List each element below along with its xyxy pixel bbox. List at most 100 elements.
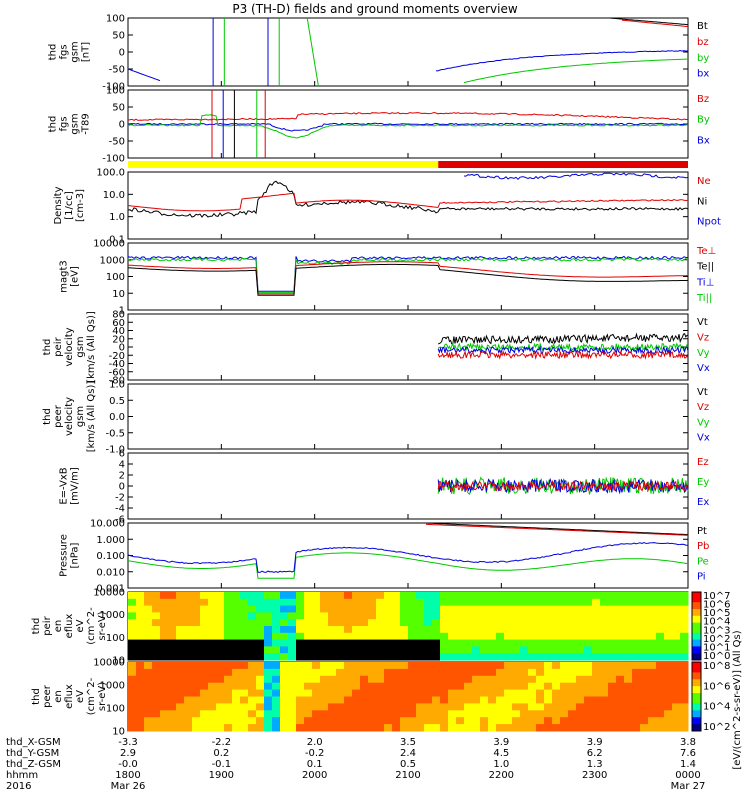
spec-cell-ion_spec xyxy=(552,626,561,634)
spec-cell-ele_spec xyxy=(224,703,233,711)
trace-fgs-spike-green xyxy=(306,17,319,87)
spec-cell-ion_spec xyxy=(600,605,609,613)
spec-cell-ele_spec xyxy=(400,717,409,725)
spec-cell-ion_spec xyxy=(160,605,169,613)
spec-cell-ion_spec xyxy=(296,626,305,634)
spec-cell-ion_spec xyxy=(384,639,393,647)
spec-cell-ele_spec xyxy=(256,696,265,704)
spec-cell-ele_spec xyxy=(336,696,345,704)
spec-cell-ele_spec xyxy=(584,724,593,732)
spec-cell-ele_spec xyxy=(192,703,201,711)
spec-cell-ion_spec xyxy=(136,626,145,634)
spec-cell-ele_spec xyxy=(144,675,153,684)
spec-cell-ion_spec xyxy=(672,653,681,661)
trace-fgs-bz xyxy=(621,19,689,28)
spec-cell-ele_spec xyxy=(616,703,625,711)
spec-cell-ion_spec xyxy=(240,605,249,613)
spec-cell-ion_spec xyxy=(456,646,465,654)
spec-cell-ele_spec xyxy=(192,682,201,691)
spec-cell-ele_spec xyxy=(216,703,225,711)
spec-cell-ele_spec xyxy=(664,717,673,725)
spec-cell-ion_spec xyxy=(568,653,577,661)
spec-cell-ion_spec xyxy=(424,619,433,627)
colorbar-cell-ion_spec xyxy=(692,602,701,607)
colorbar-cell-ion_spec xyxy=(692,619,701,624)
spec-cell-ele_spec xyxy=(160,662,169,670)
spec-cell-ele_spec xyxy=(536,724,545,732)
spec-cell-ele_spec xyxy=(576,710,585,718)
spec-cell-ion_spec xyxy=(344,592,353,600)
trace-p-pt xyxy=(426,522,689,536)
spec-cell-ion_spec xyxy=(640,653,649,661)
ylabel-ion_spec-6: sr-eV) xyxy=(97,611,108,640)
spec-cell-ion_spec xyxy=(544,632,553,641)
colorbar-cell-ion_spec xyxy=(692,643,701,647)
spec-cell-ele_spec xyxy=(576,703,585,711)
colorbar-cell-ion_spec xyxy=(692,646,701,651)
spec-cell-ele_spec xyxy=(664,675,673,684)
spec-cell-ele_spec xyxy=(296,682,305,691)
colorbar-cell-ion_spec xyxy=(692,612,701,617)
spec-cell-ele_spec xyxy=(240,689,249,697)
spec-cell-ele_spec xyxy=(288,668,297,677)
spec-cell-ele_spec xyxy=(320,662,329,670)
spec-cell-ion_spec xyxy=(352,592,361,600)
spec-cell-ion_spec xyxy=(568,639,577,647)
spec-cell-ion_spec xyxy=(680,626,689,634)
spec-cell-ion_spec xyxy=(256,605,265,613)
legend-density-Ni: Ni xyxy=(697,196,707,207)
spec-cell-ele_spec xyxy=(296,662,305,670)
spec-cell-ele_spec xyxy=(160,689,169,697)
orbit-value-0-3: 3.5 xyxy=(400,737,416,748)
spec-cell-ele_spec xyxy=(512,696,521,704)
spec-cell-ion_spec xyxy=(608,598,617,607)
spec-cell-ele_spec xyxy=(664,696,673,704)
spec-cell-ele_spec xyxy=(520,703,529,711)
spec-cell-ele_spec xyxy=(520,662,529,670)
spec-cell-ele_spec xyxy=(608,724,617,732)
spec-cell-ion_spec xyxy=(288,626,297,634)
spec-cell-ele_spec xyxy=(544,703,553,711)
spec-cell-ele_spec xyxy=(136,710,145,718)
spec-cell-ion_spec xyxy=(176,612,185,620)
xtick-label-5: 2300 xyxy=(582,770,607,781)
spec-cell-ion_spec xyxy=(608,612,617,620)
spec-cell-ion_spec xyxy=(672,598,681,607)
spec-cell-ion_spec xyxy=(336,646,345,654)
spec-cell-ele_spec xyxy=(264,696,273,704)
spec-cell-ion_spec xyxy=(456,653,465,661)
spec-cell-ele_spec xyxy=(392,662,401,670)
spec-cell-ion_spec xyxy=(296,632,305,641)
spec-cell-ele_spec xyxy=(536,689,545,697)
spec-cell-ele_spec xyxy=(504,717,513,725)
spec-cell-ion_spec xyxy=(448,612,457,620)
spec-cell-ele_spec xyxy=(168,675,177,684)
spec-cell-ion_spec xyxy=(168,592,177,600)
spec-cell-ion_spec xyxy=(632,592,641,600)
spec-cell-ion_spec xyxy=(640,612,649,620)
spec-cell-ele_spec xyxy=(168,668,177,677)
spec-cell-ele_spec xyxy=(424,724,433,732)
spec-cell-ele_spec xyxy=(472,689,481,697)
colorbar-cell-ion_spec xyxy=(692,632,701,637)
spec-cell-ele_spec xyxy=(656,710,665,718)
spec-cell-ion_spec xyxy=(464,592,473,600)
spec-cell-ele_spec xyxy=(448,682,457,691)
spec-cell-ion_spec xyxy=(536,639,545,647)
spec-cell-ele_spec xyxy=(208,682,217,691)
spec-cell-ele_spec xyxy=(160,717,169,725)
spec-cell-ion_spec xyxy=(440,612,449,620)
spec-cell-ion_spec xyxy=(272,598,281,607)
spec-cell-ele_spec xyxy=(168,703,177,711)
spec-cell-ele_spec xyxy=(128,668,137,677)
spec-cell-ion_spec xyxy=(480,605,489,613)
spec-cell-ion_spec xyxy=(176,592,185,600)
spec-cell-ion_spec xyxy=(624,626,633,634)
spec-cell-ele_spec xyxy=(200,668,209,677)
spec-cell-ion_spec xyxy=(624,605,633,613)
spec-cell-ele_spec xyxy=(488,696,497,704)
spec-cell-ion_spec xyxy=(360,612,369,620)
spec-cell-ele_spec xyxy=(296,717,305,725)
spec-cell-ion_spec xyxy=(496,646,505,654)
xtick-label-1: 1900 xyxy=(209,770,234,781)
